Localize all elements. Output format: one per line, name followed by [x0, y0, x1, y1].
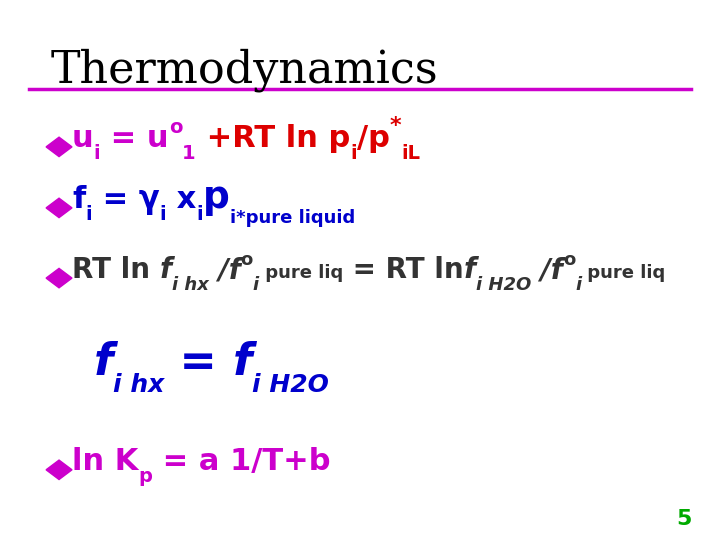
- Text: i: i: [575, 276, 581, 294]
- Text: = a 1/T+b: = a 1/T+b: [152, 447, 330, 476]
- Text: i: i: [160, 205, 166, 224]
- Text: /f: /f: [209, 256, 240, 284]
- Text: 5: 5: [676, 509, 691, 529]
- Text: i H2O: i H2O: [252, 373, 329, 396]
- Text: iL: iL: [401, 144, 420, 163]
- Text: /f: /f: [531, 256, 563, 284]
- Text: u: u: [72, 124, 94, 153]
- Text: pure liq: pure liq: [259, 264, 343, 282]
- Text: =: =: [164, 341, 233, 384]
- Text: +RT ln p: +RT ln p: [196, 124, 350, 153]
- Text: = RT ln: = RT ln: [343, 256, 464, 284]
- Text: i: i: [94, 144, 100, 163]
- Text: i: i: [197, 205, 203, 224]
- Text: i: i: [350, 144, 356, 163]
- Text: i: i: [253, 276, 259, 294]
- Text: f: f: [233, 341, 252, 384]
- Text: i hx: i hx: [172, 276, 209, 294]
- Text: f: f: [72, 185, 85, 214]
- Text: /p: /p: [356, 124, 390, 153]
- Text: 1: 1: [182, 144, 196, 163]
- Text: o: o: [240, 251, 253, 268]
- Text: f: f: [94, 341, 113, 384]
- Text: RT ln: RT ln: [72, 256, 160, 284]
- Polygon shape: [46, 460, 72, 480]
- Text: = γ: = γ: [92, 186, 160, 215]
- Text: x: x: [166, 185, 197, 214]
- Text: i*pure liquid: i*pure liquid: [230, 209, 355, 227]
- Text: i hx: i hx: [113, 373, 164, 396]
- Text: *: *: [390, 116, 401, 136]
- Text: i: i: [85, 205, 92, 224]
- Text: pure liq: pure liq: [581, 264, 665, 282]
- Polygon shape: [46, 198, 72, 218]
- Text: p: p: [203, 180, 230, 216]
- Polygon shape: [46, 268, 72, 288]
- Text: o: o: [168, 118, 182, 137]
- Text: f: f: [160, 256, 172, 284]
- Text: Thermodynamics: Thermodynamics: [50, 49, 438, 92]
- Text: i H2O: i H2O: [476, 276, 531, 294]
- Text: ln K: ln K: [72, 447, 138, 476]
- Text: = u: = u: [100, 124, 168, 153]
- Text: o: o: [563, 251, 575, 268]
- Text: p: p: [138, 467, 152, 485]
- Polygon shape: [46, 137, 72, 157]
- Text: f: f: [464, 256, 476, 284]
